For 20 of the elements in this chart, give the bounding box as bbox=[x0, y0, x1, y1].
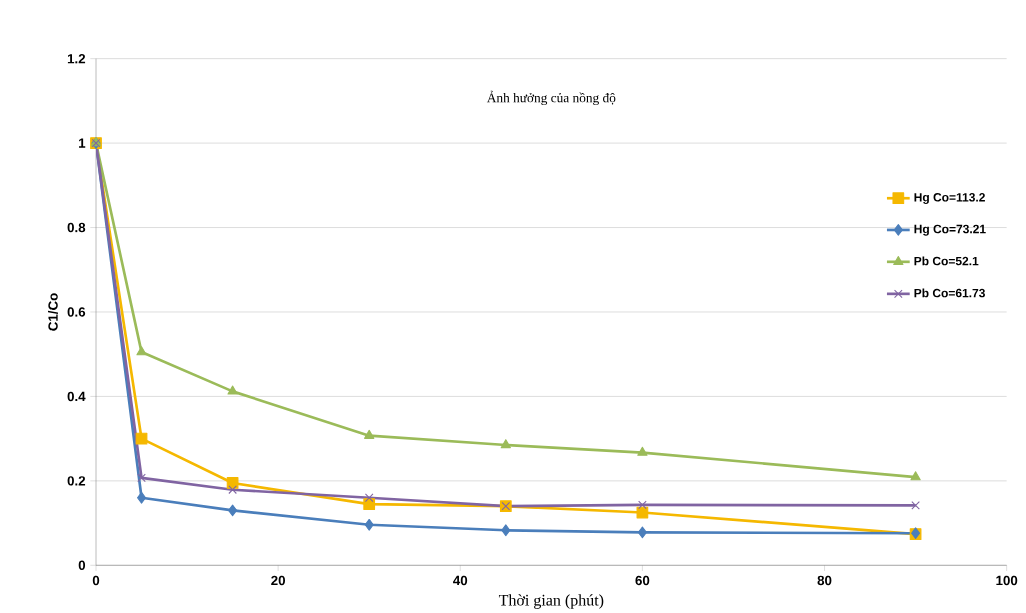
legend-label: Hg Co=113.2 bbox=[914, 192, 985, 204]
x-tick-label: 60 bbox=[635, 575, 650, 585]
y-tick-label: 0.4 bbox=[67, 391, 86, 401]
y-tick-label: 1 bbox=[79, 138, 86, 148]
x-tick-label: 20 bbox=[271, 575, 286, 585]
x-tick-label: 40 bbox=[453, 575, 468, 585]
y-tick-label: 0.8 bbox=[67, 222, 86, 233]
x-axis-title: Thời gian (phút) bbox=[498, 594, 604, 609]
x-tick-label: 0 bbox=[92, 575, 100, 585]
legend-label: Hg Co=73.21 bbox=[914, 224, 986, 236]
y-tick-label: 0.6 bbox=[67, 307, 86, 317]
text: Ảnh hưởng của nồng độ bbox=[486, 90, 616, 105]
legend-label: Pb Co=61.73 bbox=[914, 288, 985, 298]
y-tick-label: 0.2 bbox=[67, 475, 86, 486]
x-tick-label: 80 bbox=[817, 575, 832, 585]
y-tick-label: 1.2 bbox=[67, 53, 86, 64]
x-tick-label: 100 bbox=[996, 575, 1018, 585]
y-tick-label: 0 bbox=[78, 560, 86, 570]
y-axis-title: C1/Co bbox=[47, 293, 58, 331]
legend-label: Pb Co=52.1 bbox=[914, 256, 979, 266]
